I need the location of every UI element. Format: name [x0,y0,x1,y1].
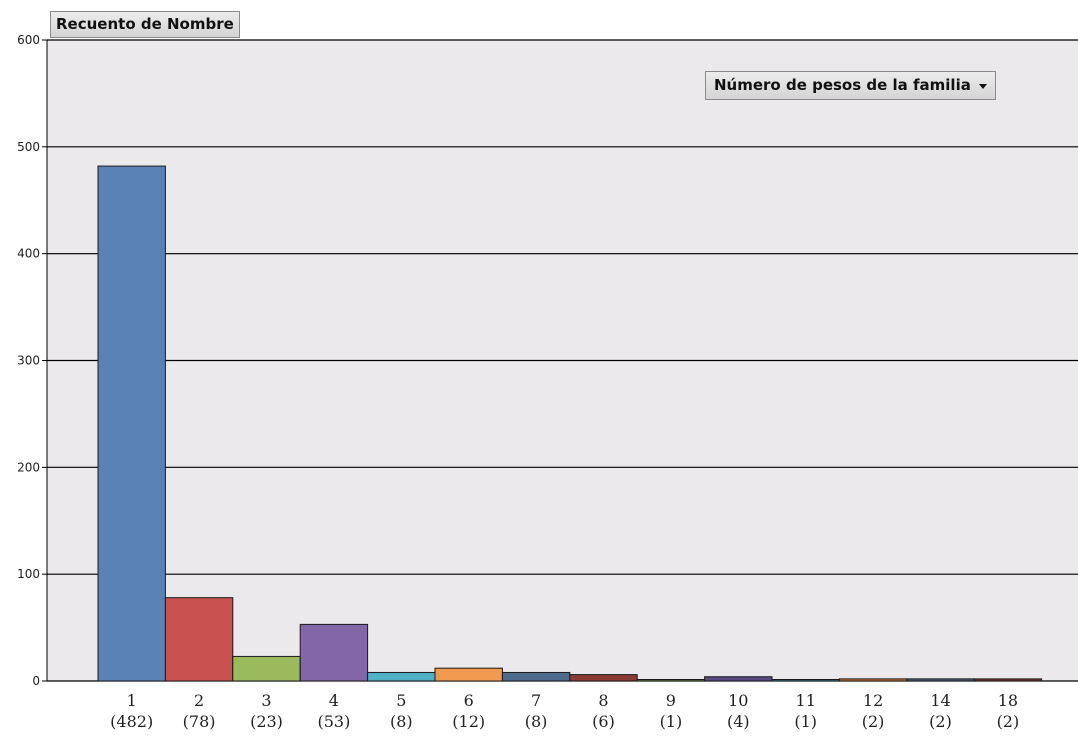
dimension-field-button[interactable]: Número de pesos de la familia [705,71,996,100]
y-tick-label: 0 [32,674,40,688]
x-tick-label: 2 [194,691,204,710]
x-tick-label: 8 [598,691,608,710]
x-tick-label: 11 [796,691,816,710]
x-count-label: (6) [592,712,615,731]
x-count-label: (1) [794,712,817,731]
bar-18[interactable] [973,678,1043,682]
x-count-label: (4) [727,712,750,731]
y-axis-ticks: 0 100 200 300 400 500 600 [17,33,48,688]
bar-11[interactable] [771,679,840,682]
bar-5[interactable] [367,671,436,682]
bar-8[interactable] [569,674,638,682]
y-tick-label: 500 [17,140,40,154]
x-count-label: (2) [929,712,952,731]
x-tick-label: 18 [998,691,1018,710]
bar-10[interactable] [704,676,773,682]
x-tick-label: 1 [127,691,137,710]
y-tick-label: 400 [17,247,40,261]
y-tick-label: 100 [17,567,40,581]
bar-12[interactable] [838,678,908,682]
x-count-label: (482) [110,712,153,731]
bar-2[interactable] [164,597,234,682]
dimension-field-label: Número de pesos de la familia [714,76,971,94]
x-tick-label: 6 [464,691,474,710]
bar-9[interactable] [636,679,706,682]
y-tick-label: 200 [17,460,40,474]
x-tick-label: 10 [728,691,748,710]
bars [97,165,1043,682]
bar-1[interactable] [97,165,166,682]
chevron-down-icon[interactable] [978,83,987,89]
x-count-label: (12) [452,712,485,731]
x-count-label: (8) [390,712,413,731]
x-count-label: (2) [862,712,885,731]
x-tick-label: 4 [329,691,339,710]
x-count-label: (8) [525,712,548,731]
x-count-label: (78) [183,712,216,731]
y-tick-label: 600 [17,33,40,47]
x-tick-label: 3 [261,691,271,710]
x-tick-label: 5 [396,691,406,710]
x-tick-label: 7 [531,691,541,710]
x-tick-label: 14 [930,691,950,710]
bar-4[interactable] [299,623,369,682]
x-count-label: (53) [317,712,350,731]
measure-field-button[interactable]: Recuento de Nombre [50,11,240,38]
x-count-label: (23) [250,712,283,731]
bar-3[interactable] [232,655,301,682]
x-tick-label: 12 [863,691,883,710]
bar-6[interactable] [434,667,503,682]
bar-7[interactable] [501,671,571,682]
x-axis-ticks: 1 (482) 2 (78) 3 (23) 4 (53) 5 (8) 6 (12) 7 (8) 8 (6) 9 (… [110,691,1019,731]
bar-14[interactable] [906,678,975,682]
y-tick-label: 300 [17,354,40,368]
x-count-label: (1) [660,712,683,731]
x-count-label: (2) [997,712,1020,731]
x-tick-label: 9 [666,691,676,710]
